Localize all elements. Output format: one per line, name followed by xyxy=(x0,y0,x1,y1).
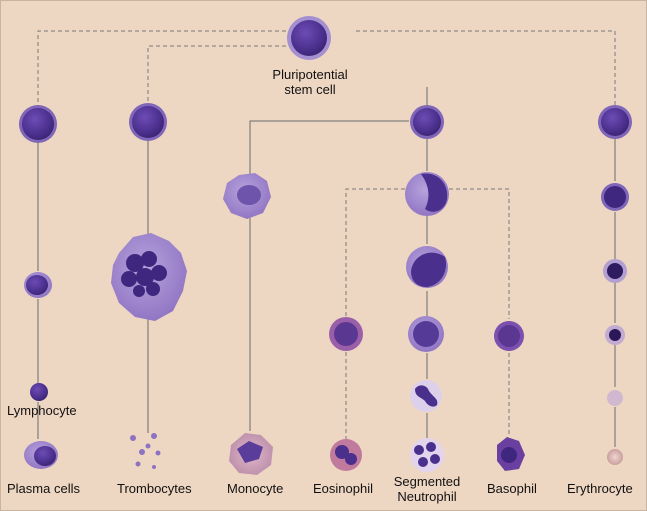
erythrocyte-cell xyxy=(607,449,623,465)
basophil-cell xyxy=(497,437,525,471)
eosinophil-myelocyte-cell xyxy=(329,317,363,351)
thrombocyte-fragments xyxy=(130,433,161,469)
erythrocyte-label: Erythrocyte xyxy=(567,481,633,496)
orthochromatic-erythroblast-cell xyxy=(605,325,625,345)
eosinophil-cell xyxy=(330,439,362,471)
lymphoid-progenitor-cell xyxy=(19,105,57,143)
megakaryoblast-cell xyxy=(129,103,167,141)
stem-cell-label: Pluripotential stem cell xyxy=(269,67,351,97)
basophil-label: Basophil xyxy=(487,481,537,496)
polychromatic-erythroblast-cell xyxy=(603,259,627,283)
metamyelocyte-cell xyxy=(408,316,444,352)
basophil-myelocyte-cell xyxy=(494,321,524,351)
monocyte-label: Monocyte xyxy=(227,481,284,496)
basophilic-erythroblast-cell xyxy=(601,183,629,211)
reticulocyte-cell xyxy=(607,390,623,406)
monoblast-cell xyxy=(223,173,271,219)
promyelocyte-cell xyxy=(405,172,449,216)
band-neutrophil-cell xyxy=(410,380,442,412)
root-dashed-connectors xyxy=(37,30,616,107)
segmented-neutrophil-cell xyxy=(410,438,444,472)
stem-cell-label-line2: stem cell xyxy=(284,82,336,97)
segmented-neutrophil-label-line1: Segmented xyxy=(393,474,461,489)
stem-cell-label-line1: Pluripotential xyxy=(272,67,348,82)
lymphocyte-label: Lymphocyte xyxy=(7,403,77,418)
proerythroblast-cell xyxy=(598,105,632,139)
segmented-neutrophil-label-line2: Neutrophil xyxy=(397,489,457,504)
granulocyte-dashed-connectors xyxy=(345,188,510,439)
myelocyte-cell xyxy=(406,246,448,288)
lymphoblast-cell xyxy=(24,272,52,298)
segmented-neutrophil-label: Segmented Neutrophil xyxy=(387,474,467,504)
stem-cell xyxy=(287,16,331,60)
myeloblast-cell xyxy=(410,105,444,139)
plasma-cells-label: Plasma cells xyxy=(7,481,80,496)
monocyte-cell xyxy=(229,433,273,475)
megakaryocyte-cell xyxy=(111,233,187,321)
lymphocyte-cell xyxy=(30,383,48,401)
plasma-cell xyxy=(24,441,58,469)
eosinophil-label: Eosinophil xyxy=(313,481,373,496)
trombocytes-label: Trombocytes xyxy=(117,481,192,496)
solid-connectors xyxy=(37,87,616,447)
